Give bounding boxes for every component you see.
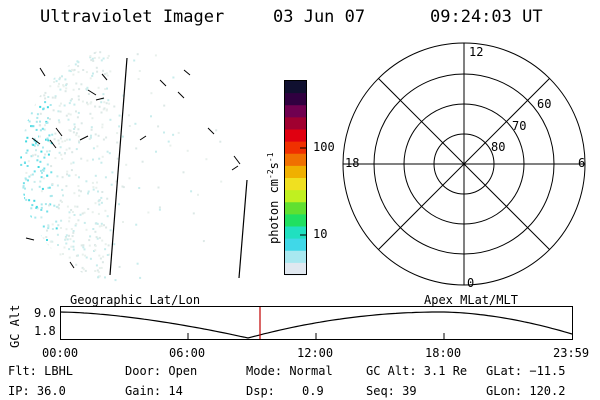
mlt-label-12: 12	[469, 45, 484, 59]
meridian-line	[109, 57, 128, 276]
uv-image-geographic	[20, 50, 248, 282]
mlt-label-18: 18	[345, 156, 360, 170]
lat-label-70: 70	[512, 119, 527, 133]
mlt-label-6: 6	[578, 156, 586, 170]
lat-label-80: 80	[491, 140, 506, 154]
filter-status: Flt: LBHL	[8, 364, 74, 378]
date-label: 03 Jun 07	[273, 7, 366, 27]
x-tick-0600: 06:00	[169, 346, 206, 360]
door-status: Door: Open	[125, 364, 198, 378]
mlt-diagonal	[378, 78, 550, 250]
glat-status: GLat: −11.5	[486, 364, 566, 378]
gc-alt-status: GC Alt: 3.1 Re	[366, 364, 468, 378]
gain-status: Gain: 14	[125, 384, 183, 398]
glon-status: GLon: 120.2	[486, 384, 566, 398]
seq-status: Seq: 39	[366, 384, 417, 398]
apex-caption: Apex MLat/MLT	[424, 293, 518, 307]
time-label: 09:24:03 UT	[430, 7, 543, 27]
ip-status: IP: 36.0	[8, 384, 66, 398]
dsp-label: Dsp:	[246, 384, 275, 398]
geographic-caption: Geographic Lat/Lon	[70, 293, 201, 307]
altitude-curve	[60, 311, 573, 339]
colorbar-tick-10: 10	[313, 227, 328, 241]
polar-grid	[342, 42, 586, 286]
x-tick-1200: 12:00	[297, 346, 334, 360]
colorbar-tick-100: 100	[313, 140, 335, 154]
colorbar	[284, 80, 307, 276]
auroral-emission-speckle	[20, 50, 227, 282]
timeline-y-tick-max: 9.0	[34, 306, 56, 320]
timeline-y-axis-label: GC Alt	[8, 304, 22, 348]
colorbar-unit-label: photon cm-2s-1	[266, 152, 281, 244]
altitude-timeline	[60, 306, 573, 340]
x-tick-2359: 23:59	[553, 346, 590, 360]
lat-label-60: 60	[537, 97, 552, 111]
x-tick-0000: 00:00	[42, 346, 79, 360]
dsp-value: 0.9	[302, 384, 324, 398]
mlt-label-0: 0	[467, 276, 475, 290]
instrument-title: Ultraviolet Imager	[40, 7, 225, 27]
x-tick-1800: 18:00	[425, 346, 462, 360]
mode-status: Mode: Normal	[246, 364, 333, 378]
timeline-y-tick-min: 1.8	[34, 324, 56, 338]
grid-tick-marks	[25, 67, 241, 269]
meridian-line	[238, 179, 248, 279]
